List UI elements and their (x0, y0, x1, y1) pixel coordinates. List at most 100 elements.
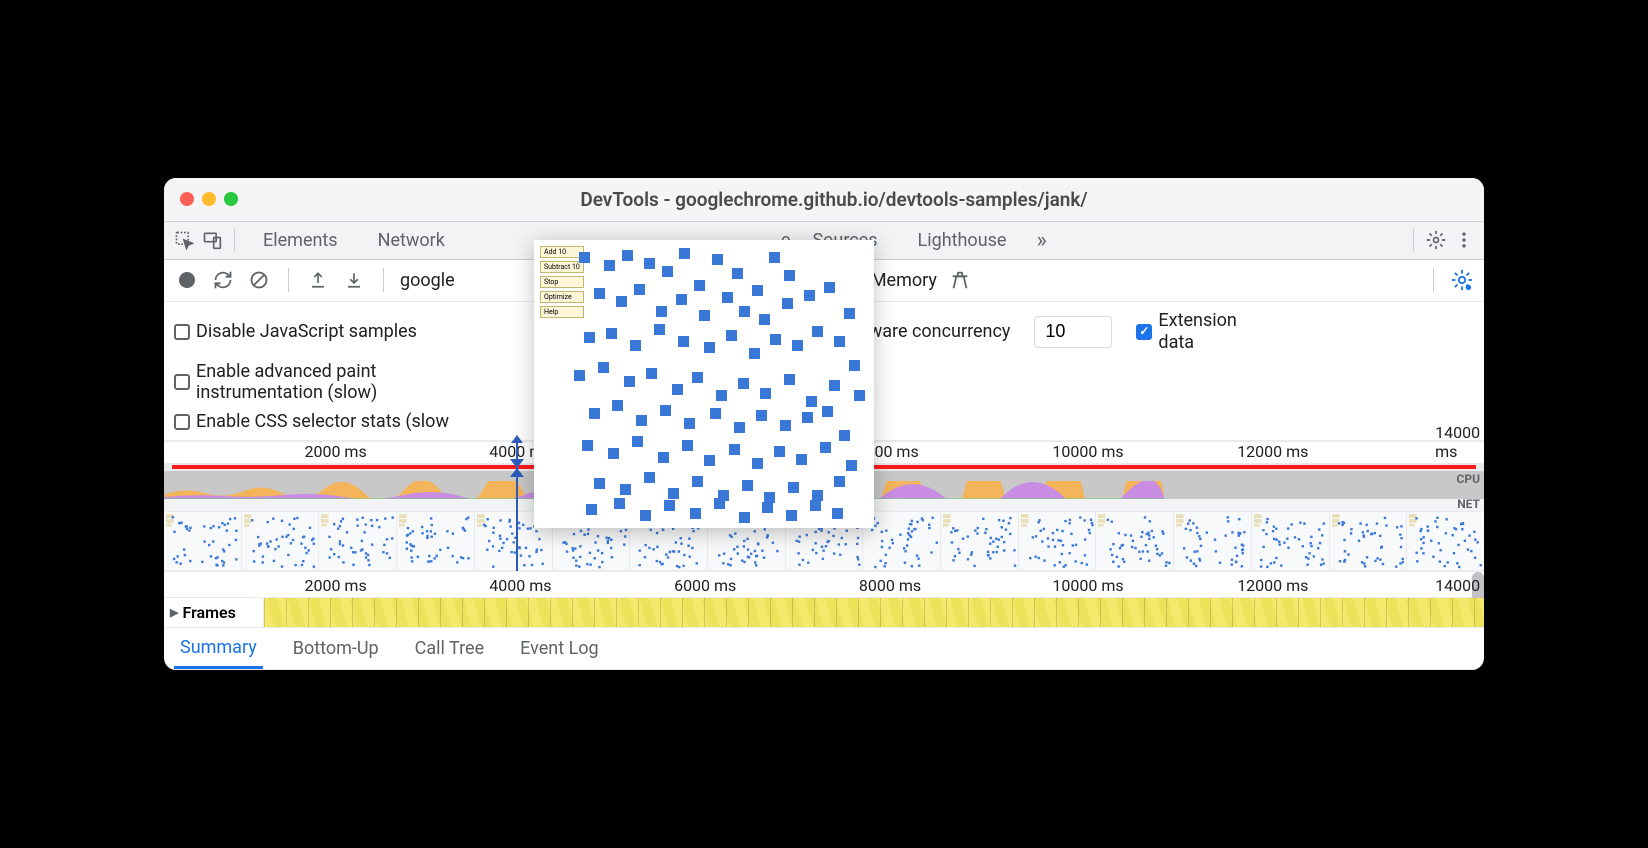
filmstrip-frame[interactable] (941, 512, 1019, 570)
separator (1433, 268, 1434, 292)
disable-js-samples-checkbox[interactable]: Disable JavaScript samples (174, 321, 417, 342)
tab-network[interactable]: Network (360, 222, 463, 259)
checkbox-icon[interactable] (174, 414, 190, 430)
detail-tab-summary[interactable]: Summary (174, 629, 263, 669)
more-tabs-chevron-icon[interactable]: » (1028, 224, 1054, 257)
preview-dot (620, 484, 631, 495)
preview-dot (716, 390, 727, 401)
window-title: DevTools - googlechrome.github.io/devtoo… (250, 188, 1468, 211)
zoom-traffic-light[interactable] (224, 192, 238, 206)
ruler-tick: 2000 ms (304, 576, 366, 595)
preview-dot (782, 298, 793, 309)
filmstrip-frame[interactable] (1330, 512, 1408, 570)
preview-dot (586, 504, 597, 515)
preview-dot (738, 378, 749, 389)
preview-dot (784, 374, 795, 385)
filmstrip-frame[interactable] (1019, 512, 1097, 570)
preview-dot (604, 260, 615, 271)
capture-settings-gear-icon[interactable] (1450, 268, 1474, 292)
preview-dot (796, 454, 807, 465)
preview-dot (829, 380, 840, 391)
preview-dot (820, 442, 831, 453)
preview-dot (726, 330, 737, 341)
reload-button[interactable] (210, 267, 236, 293)
filmstrip-frame[interactable] (1096, 512, 1174, 570)
playhead[interactable] (516, 441, 518, 571)
filmstrip-frame[interactable] (863, 512, 941, 570)
filmstrip-frame[interactable] (397, 512, 475, 570)
separator (288, 268, 289, 292)
preview-dot (759, 314, 770, 325)
filmstrip-frame[interactable] (242, 512, 320, 570)
device-toggle-icon[interactable] (200, 228, 224, 252)
preview-dot (780, 420, 791, 431)
extension-data-label: Extension data (1158, 310, 1236, 353)
preview-dot (822, 406, 833, 417)
frames-row[interactable]: ▶ Frames (164, 598, 1484, 628)
checkbox-checked-icon[interactable] (1136, 324, 1152, 340)
kebab-menu-icon[interactable] (1452, 228, 1476, 252)
preview-dot (752, 285, 763, 296)
checkbox-icon[interactable] (174, 324, 190, 340)
preview-dot (579, 252, 590, 263)
preview-dot (832, 508, 843, 519)
filmstrip-frame[interactable] (319, 512, 397, 570)
preview-dot (699, 310, 710, 321)
enable-paint-checkbox[interactable]: Enable advanced paint instrumentation (s… (174, 361, 496, 403)
filmstrip-frame[interactable] (164, 512, 242, 570)
preview-dot (634, 284, 645, 295)
detail-tab-call-tree[interactable]: Call Tree (409, 630, 490, 667)
inspect-element-icon[interactable] (172, 228, 196, 252)
preview-dot (834, 476, 845, 487)
tab-elements[interactable]: Elements (245, 222, 356, 259)
close-traffic-light[interactable] (180, 192, 194, 206)
filmstrip-frame[interactable] (1174, 512, 1252, 570)
preview-dot (608, 448, 619, 459)
tab-lighthouse[interactable]: Lighthouse (900, 222, 1025, 259)
record-button[interactable] (174, 267, 200, 293)
enable-paint-label: Enable advanced paint instrumentation (s… (196, 361, 496, 403)
minimize-traffic-light[interactable] (202, 192, 216, 206)
preview-dot (710, 408, 721, 419)
frames-track[interactable] (264, 598, 1484, 627)
separator (383, 268, 384, 292)
disable-js-label: Disable JavaScript samples (196, 321, 417, 342)
ruler-tick: 00 ms (874, 442, 918, 461)
preview-dot (839, 430, 850, 441)
garbage-collect-icon[interactable] (947, 267, 973, 293)
preview-dot (656, 306, 667, 317)
separator (1413, 228, 1414, 252)
clear-button[interactable] (246, 267, 272, 293)
gear-icon[interactable] (1424, 228, 1448, 252)
detail-tab-event-log[interactable]: Event Log (514, 630, 605, 667)
preview-dot (606, 328, 617, 339)
ruler-tick: 12000 ms (1237, 442, 1308, 461)
filmstrip-frame[interactable] (1252, 512, 1330, 570)
preview-dot (624, 376, 635, 387)
frames-expand[interactable]: ▶ Frames (164, 598, 264, 627)
flame-ruler[interactable]: 2000 ms4000 ms6000 ms8000 ms10000 ms1200… (164, 572, 1484, 598)
triangle-right-icon: ▶ (170, 606, 178, 619)
preview-dot (739, 512, 750, 523)
upload-icon[interactable] (305, 267, 331, 293)
detail-tab-bottom-up[interactable]: Bottom-Up (287, 630, 385, 667)
preview-dot (749, 348, 760, 359)
filmstrip-frame[interactable] (1407, 512, 1484, 570)
ruler-tick: 6000 ms (674, 576, 736, 595)
hw-concurrency-input[interactable] (1034, 316, 1112, 348)
enable-css-stats-checkbox[interactable]: Enable CSS selector stats (slow (174, 411, 449, 432)
preview-dot (769, 252, 780, 263)
preview-dot (584, 332, 595, 343)
separator (234, 228, 235, 252)
memory-label: Memory (871, 270, 937, 291)
checkbox-icon[interactable] (174, 374, 190, 390)
preview-dots (534, 240, 874, 528)
preview-dot (774, 446, 785, 457)
enable-css-label: Enable CSS selector stats (slow (196, 411, 449, 432)
extension-data-checkbox[interactable]: Extension data (1136, 310, 1236, 353)
download-icon[interactable] (341, 267, 367, 293)
preview-dot (722, 292, 733, 303)
preview-dot (802, 412, 813, 423)
preview-dot (632, 436, 643, 447)
preview-dot (756, 410, 767, 421)
